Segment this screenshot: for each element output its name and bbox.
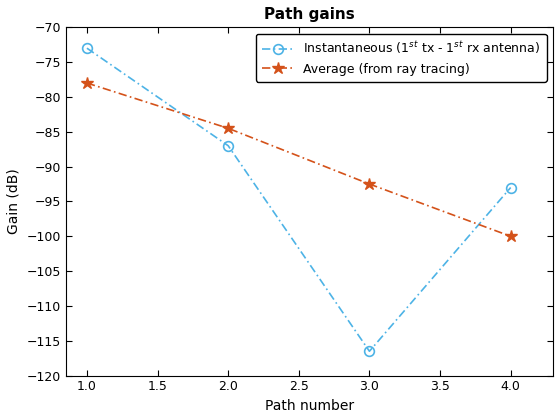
Average (from ray tracing) [225,126,231,131]
Average (from ray tracing) [366,181,373,186]
Title: Path gains: Path gains [264,7,355,22]
Line: Average (from ray tracing): Average (from ray tracing) [81,77,517,242]
Y-axis label: Gain (dB): Gain (dB) [7,168,21,234]
Average (from ray tracing) [83,81,90,86]
X-axis label: Path number: Path number [265,399,354,413]
Instantaneous (1$^{st}$ tx - 1$^{st}$ rx antenna) [225,143,231,148]
Average (from ray tracing) [507,234,514,239]
Legend: Instantaneous (1$^{st}$ tx - 1$^{st}$ rx antenna), Average (from ray tracing): Instantaneous (1$^{st}$ tx - 1$^{st}$ rx… [256,34,547,82]
Instantaneous (1$^{st}$ tx - 1$^{st}$ rx antenna) [83,46,90,51]
Instantaneous (1$^{st}$ tx - 1$^{st}$ rx antenna) [507,185,514,190]
Instantaneous (1$^{st}$ tx - 1$^{st}$ rx antenna) [366,349,373,354]
Line: Instantaneous (1$^{st}$ tx - 1$^{st}$ rx antenna): Instantaneous (1$^{st}$ tx - 1$^{st}$ rx… [82,43,516,356]
